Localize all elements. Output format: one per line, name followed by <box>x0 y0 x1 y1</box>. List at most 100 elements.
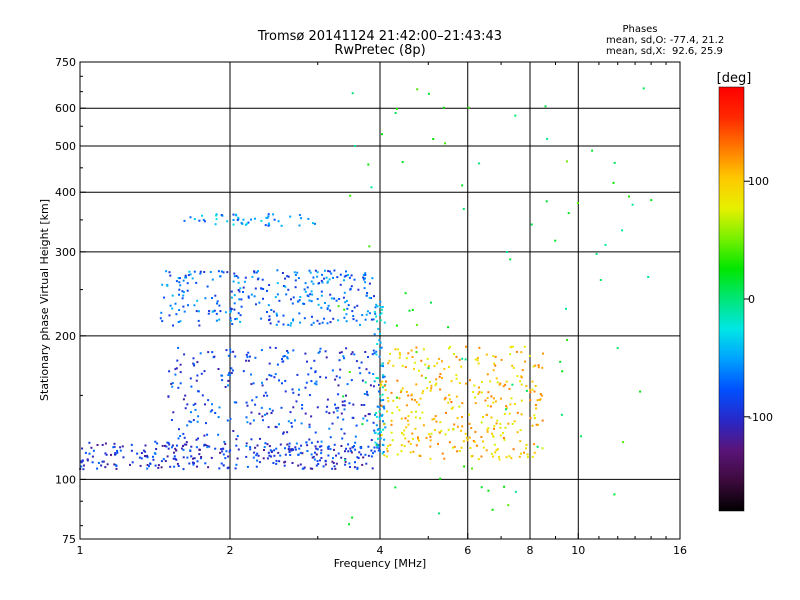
data-point <box>215 319 218 322</box>
data-point <box>445 411 447 414</box>
y-tick-label: 750 <box>55 56 76 69</box>
data-point <box>509 346 512 349</box>
data-point <box>365 294 368 297</box>
data-point <box>288 451 291 453</box>
data-point <box>177 346 180 349</box>
data-point <box>366 390 368 393</box>
data-point <box>156 442 159 445</box>
data-point <box>310 300 313 303</box>
data-point <box>270 412 273 414</box>
data-point <box>458 405 461 408</box>
data-point <box>284 447 286 450</box>
colorbar-label: [deg] <box>717 71 752 86</box>
data-point <box>116 451 119 454</box>
data-point <box>373 352 376 355</box>
data-point <box>96 467 99 470</box>
data-point <box>174 302 177 305</box>
data-point <box>382 428 385 431</box>
data-point <box>274 346 277 349</box>
data-point <box>370 449 373 452</box>
data-point <box>465 345 467 348</box>
data-point <box>282 314 285 317</box>
data-point <box>290 322 293 325</box>
data-point <box>170 419 173 421</box>
data-point <box>273 376 276 379</box>
data-point <box>409 451 412 454</box>
data-point <box>186 403 189 406</box>
data-point <box>146 454 149 457</box>
data-point <box>245 445 248 447</box>
data-point <box>178 281 181 284</box>
data-point <box>419 397 422 400</box>
data-point <box>447 428 450 431</box>
data-point <box>283 461 286 464</box>
data-point <box>512 366 515 369</box>
data-point <box>389 443 392 446</box>
data-point <box>335 462 338 465</box>
data-point <box>292 406 295 409</box>
data-point <box>220 462 223 465</box>
data-point <box>639 390 642 393</box>
data-point <box>526 453 529 456</box>
data-point <box>247 295 250 298</box>
data-point <box>430 301 432 304</box>
data-point <box>281 358 283 360</box>
data-point <box>178 428 180 431</box>
data-point <box>528 354 531 357</box>
data-point <box>427 367 430 370</box>
data-point <box>275 312 278 315</box>
data-point <box>342 296 345 299</box>
data-point <box>368 245 371 248</box>
data-point <box>370 186 373 189</box>
data-point <box>474 402 477 405</box>
data-point <box>349 447 352 450</box>
data-point <box>157 464 160 467</box>
data-point <box>371 353 374 356</box>
data-point <box>114 452 117 455</box>
data-point <box>197 390 200 393</box>
data-point <box>101 460 104 463</box>
data-point <box>535 407 538 410</box>
data-point <box>413 399 416 402</box>
data-point <box>352 416 355 419</box>
data-point <box>266 412 269 415</box>
data-point <box>247 351 250 354</box>
data-point <box>345 313 348 316</box>
data-point <box>374 312 377 315</box>
data-point <box>185 443 188 446</box>
data-point <box>377 446 380 449</box>
data-point <box>255 303 257 306</box>
data-point <box>397 348 400 351</box>
data-point <box>267 426 270 429</box>
data-point <box>413 361 416 364</box>
data-point <box>228 450 231 453</box>
data-point <box>461 184 464 187</box>
data-point <box>520 413 523 416</box>
data-point <box>338 359 341 362</box>
data-point <box>299 451 302 454</box>
data-point <box>230 296 233 299</box>
data-point <box>513 403 516 405</box>
data-point <box>361 423 364 426</box>
data-point <box>260 219 263 222</box>
data-point <box>378 383 380 386</box>
data-point <box>411 356 414 358</box>
data-point <box>268 454 271 457</box>
data-point <box>499 434 502 437</box>
data-point <box>348 402 351 405</box>
data-point <box>353 353 356 356</box>
data-point <box>351 351 354 354</box>
data-point <box>275 323 278 326</box>
data-point <box>204 297 207 300</box>
data-point <box>539 398 542 401</box>
data-point <box>193 218 196 221</box>
data-point <box>516 375 519 378</box>
data-point <box>294 446 297 449</box>
data-point <box>323 269 326 272</box>
data-point <box>314 222 316 225</box>
data-point <box>505 456 508 459</box>
data-point <box>229 309 232 312</box>
data-point <box>325 410 328 413</box>
data-point <box>194 408 197 411</box>
data-point <box>214 447 217 450</box>
